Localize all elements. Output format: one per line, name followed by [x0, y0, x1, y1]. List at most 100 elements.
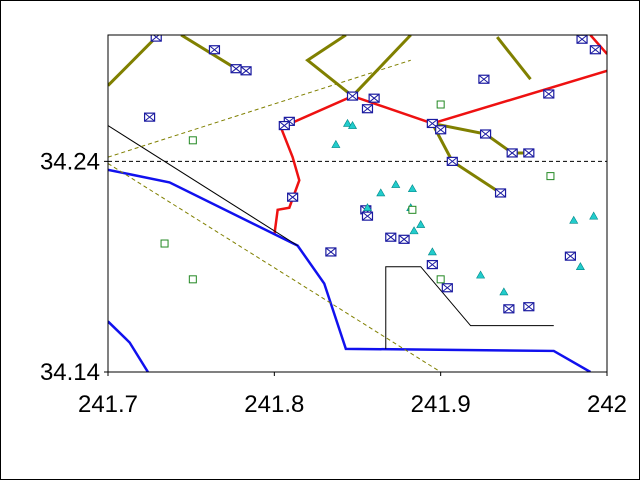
envelope-cross: [435, 125, 446, 135]
triangle-marker: [407, 184, 417, 193]
envelope-cross: [565, 251, 576, 261]
triangle-marker: [569, 215, 579, 224]
envelope-cross: [368, 93, 380, 103]
envelope-cross: [325, 247, 337, 257]
envelope-marker: [143, 112, 156, 122]
x-tick-label: 241.8: [244, 391, 304, 418]
triangle-marker: [476, 270, 486, 279]
square-marker: [188, 275, 197, 284]
square-marker: [436, 100, 445, 109]
envelope-cross: [495, 188, 506, 198]
map-line: [108, 59, 411, 158]
envelope-marker: [278, 120, 290, 131]
envelope-cross: [385, 232, 397, 242]
square-marker: [546, 172, 555, 181]
square-marker: [436, 275, 445, 284]
triangle-marker: [575, 262, 585, 270]
envelope-marker: [426, 259, 438, 270]
y-tick-label: 34.24: [40, 148, 100, 175]
envelope-cross: [279, 121, 290, 130]
x-tick-label: 241.7: [78, 391, 138, 418]
map-line: [108, 168, 591, 372]
envelope-marker: [208, 45, 221, 55]
envelope-cross: [287, 192, 298, 202]
envelope-cross: [362, 104, 373, 114]
triangle-marker: [376, 188, 386, 197]
x-tick-label: 242: [587, 391, 627, 418]
triangle-marker: [362, 203, 372, 212]
triangle-marker: [416, 219, 426, 228]
map-line: [305, 35, 412, 99]
envelope-marker: [398, 234, 410, 244]
map-line: [108, 320, 149, 372]
envelope-marker: [478, 74, 490, 84]
envelope-cross: [150, 35, 162, 42]
map-line: [273, 69, 607, 236]
envelope-marker: [494, 188, 507, 198]
envelope-marker: [564, 251, 577, 261]
envelope-cross: [230, 64, 242, 74]
envelope-cross: [427, 260, 438, 269]
map-line: [108, 125, 298, 247]
square-marker: [408, 205, 417, 214]
envelope-cross: [209, 45, 220, 55]
y-tick-label: 34.14: [40, 359, 100, 386]
envelope-marker: [503, 304, 515, 314]
triangle-marker: [343, 118, 353, 127]
map-line: [385, 266, 554, 349]
envelope-marker: [446, 156, 458, 166]
envelope-marker: [435, 125, 447, 135]
envelope-marker: [523, 148, 535, 158]
envelope-marker: [576, 35, 588, 44]
envelope-marker: [506, 148, 518, 158]
triangle-marker: [427, 247, 437, 256]
envelope-marker: [479, 129, 492, 139]
envelope-marker: [523, 302, 535, 312]
plot-content: [108, 35, 607, 372]
square-marker: [188, 136, 197, 145]
envelope-cross: [362, 211, 373, 221]
triangle-marker: [331, 139, 341, 148]
triangle-marker: [499, 287, 509, 296]
envelope-cross: [543, 89, 555, 99]
triangle-marker: [391, 179, 401, 188]
square-marker: [160, 239, 169, 248]
envelope-marker: [589, 45, 601, 55]
envelope-marker: [361, 211, 374, 221]
envelope-marker: [385, 232, 397, 242]
envelope-cross: [347, 91, 358, 101]
envelope-cross: [398, 234, 410, 244]
envelope-marker: [240, 66, 252, 76]
envelope-marker: [230, 64, 242, 74]
plot-frame: [107, 34, 608, 373]
envelope-cross: [590, 45, 601, 55]
x-tick-label: 241.9: [411, 391, 471, 418]
envelope-marker: [441, 283, 453, 293]
envelope-cross: [503, 304, 515, 314]
envelope-cross: [442, 283, 453, 293]
envelope-cross: [480, 129, 491, 139]
envelope-marker: [543, 89, 555, 99]
envelope-marker: [368, 93, 380, 103]
triangle-marker: [409, 226, 419, 235]
envelope-cross: [446, 156, 458, 166]
envelope-marker: [346, 91, 359, 101]
map-line: [108, 163, 441, 372]
envelope-cross: [478, 74, 490, 84]
envelope-marker: [426, 118, 438, 129]
map-line: [496, 36, 532, 81]
envelope-cross: [523, 148, 535, 158]
envelope-cross: [576, 35, 588, 44]
map-line: [432, 121, 529, 155]
envelope-marker: [361, 104, 374, 114]
map-line: [589, 35, 607, 55]
envelope-box: [150, 35, 162, 42]
triangle-marker: [347, 120, 358, 129]
map-line: [108, 36, 158, 87]
envelope-cross: [506, 148, 518, 158]
envelope-marker: [150, 35, 162, 42]
envelope-cross: [523, 302, 535, 312]
envelope-marker: [325, 247, 337, 257]
